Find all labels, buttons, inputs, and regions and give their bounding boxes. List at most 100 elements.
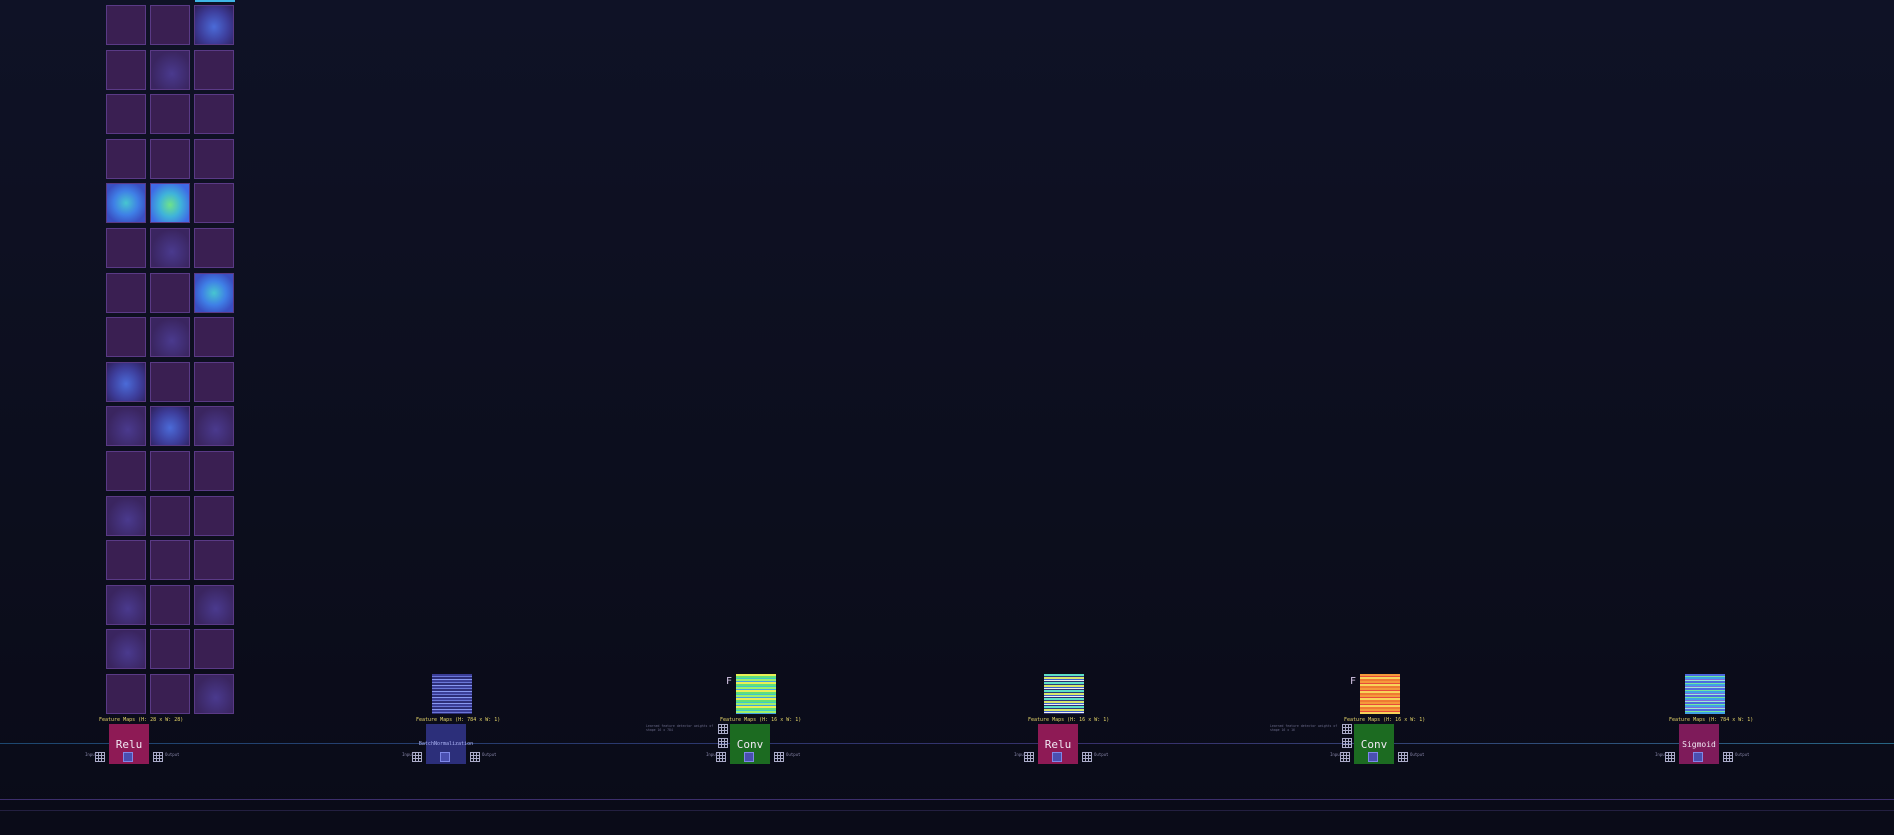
filter-badge[interactable]: F (726, 676, 733, 687)
feature-map-cell[interactable] (194, 361, 234, 402)
feature-map-cell[interactable] (106, 272, 146, 313)
feature-map-cell[interactable] (106, 228, 146, 268)
layer-output-icon[interactable] (1368, 752, 1378, 762)
input-label: Input (1655, 752, 1668, 757)
feature-map-cell[interactable] (150, 272, 190, 313)
feature-map-cell[interactable] (106, 183, 146, 224)
feature-map-cell[interactable] (106, 406, 146, 447)
feature-map-cell[interactable] (150, 495, 190, 536)
feature-map-cell[interactable] (150, 183, 190, 224)
operation-relu-box[interactable]: Relu (109, 724, 149, 764)
feature-map-cell[interactable] (106, 361, 146, 402)
feature-map-cell[interactable] (150, 629, 190, 670)
input-label: Input (1330, 752, 1343, 757)
feature-map-cell[interactable] (106, 451, 146, 491)
input-label: Input (85, 752, 98, 757)
output-label: Output (786, 752, 801, 757)
layer-output-icon[interactable] (1052, 752, 1062, 762)
feature-map-caption: Feature Maps (H: 16 x W: 1) (1344, 717, 1426, 723)
layer-output-icon[interactable] (744, 752, 754, 762)
feature-map-cell[interactable] (106, 49, 146, 90)
feature-map-thumbnail[interactable] (432, 674, 472, 714)
feature-map-cell[interactable] (150, 361, 190, 402)
operation-relu-box[interactable]: Relu (1038, 724, 1078, 764)
layer-node-batchnorm[interactable]: Feature Maps (H: 784 x W: 1) BatchNormali… (402, 672, 502, 764)
feature-map-thumbnail[interactable] (736, 674, 776, 714)
output-label: Output (1735, 752, 1750, 757)
layer-output-icon[interactable] (123, 752, 133, 762)
feature-map-cell[interactable] (150, 49, 190, 90)
weights-grid-icon[interactable] (1342, 724, 1352, 734)
layer-node-conv-2[interactable]: F Learned feature detector weights of sha… (1270, 672, 1430, 764)
input-grid-icon[interactable] (1340, 752, 1350, 762)
feature-map-cell[interactable] (150, 228, 190, 268)
feature-map-cell[interactable] (106, 629, 146, 670)
feature-map-cell[interactable] (194, 629, 234, 670)
input-label: Input (402, 752, 415, 757)
feature-map-cell[interactable] (106, 674, 146, 714)
feature-map-cell[interactable] (150, 138, 190, 179)
input-grid-icon[interactable] (716, 752, 726, 762)
input-grid-icon[interactable] (95, 752, 105, 762)
bias-grid-icon[interactable] (718, 738, 728, 748)
feature-map-cell[interactable] (150, 674, 190, 714)
feature-map-cell[interactable] (194, 272, 234, 313)
output-grid-icon[interactable] (1398, 752, 1408, 762)
feature-map-caption: Feature Maps (H: 28 x W: 28) (99, 717, 184, 723)
weights-grid-icon[interactable] (718, 724, 728, 734)
feature-map-cell[interactable] (150, 451, 190, 491)
feature-map-cell[interactable] (106, 540, 146, 581)
feature-map-cell[interactable] (106, 317, 146, 358)
output-label: Output (482, 752, 497, 757)
feature-map-cell[interactable] (194, 495, 234, 536)
feature-map-cell[interactable] (194, 540, 234, 581)
input-grid-icon[interactable] (412, 752, 422, 762)
output-grid-icon[interactable] (774, 752, 784, 762)
grid-top-accent (195, 0, 235, 2)
feature-map-cell[interactable] (194, 451, 234, 491)
layer-node-relu-1[interactable]: Feature Maps (H: 28 x W: 28) Relu Input Out… (85, 672, 185, 764)
output-grid-icon[interactable] (1082, 752, 1092, 762)
output-grid-icon[interactable] (153, 752, 163, 762)
feature-map-cell[interactable] (150, 5, 190, 45)
feature-map-cell[interactable] (150, 317, 190, 358)
input-grid-icon[interactable] (1024, 752, 1034, 762)
feature-map-cell[interactable] (106, 584, 146, 625)
feature-map-cell[interactable] (194, 317, 234, 358)
input-grid-icon[interactable] (1665, 752, 1675, 762)
feature-map-cell[interactable] (194, 228, 234, 268)
layer-node-relu-2[interactable]: Feature Maps (H: 16 x W: 1) Relu Input Outp… (1014, 672, 1114, 764)
output-grid-icon[interactable] (470, 752, 480, 762)
feature-map-cell[interactable] (194, 94, 234, 135)
feature-map-cell[interactable] (106, 495, 146, 536)
layer-output-icon[interactable] (440, 752, 450, 762)
layer-node-conv-1[interactable]: F Learned feature detector weights of sha… (646, 672, 806, 764)
feature-map-cell[interactable] (194, 5, 234, 45)
feature-map-cell[interactable] (194, 674, 234, 714)
feature-map-cell[interactable] (194, 49, 234, 90)
input-label: Input (706, 752, 719, 757)
feature-map-cell[interactable] (150, 94, 190, 135)
feature-map-cell[interactable] (150, 406, 190, 447)
feature-map-cell[interactable] (150, 540, 190, 581)
bias-grid-icon[interactable] (1342, 738, 1352, 748)
feature-map-cell[interactable] (194, 183, 234, 224)
filter-badge[interactable]: F (1350, 676, 1357, 687)
feature-map-cell[interactable] (194, 138, 234, 179)
output-label: Output (1410, 752, 1425, 757)
feature-map-cell[interactable] (194, 406, 234, 447)
feature-map-cell[interactable] (194, 584, 234, 625)
output-grid-icon[interactable] (1723, 752, 1733, 762)
layer-output-icon[interactable] (1693, 752, 1703, 762)
layer-node-sigmoid[interactable]: Feature Maps (H: 784 x W: 1) Sigmoid Input… (1655, 672, 1755, 764)
feature-map-caption: Feature Maps (H: 784 x W: 1) (1669, 717, 1754, 723)
feature-map-cell[interactable] (106, 5, 146, 45)
feature-map-thumbnail[interactable] (1044, 674, 1084, 714)
feature-map-cell[interactable] (150, 584, 190, 625)
feature-map-thumbnail[interactable] (1360, 674, 1400, 714)
feature-map-grid[interactable] (106, 0, 236, 716)
feature-map-thumbnail[interactable] (1685, 674, 1725, 714)
feature-map-cell[interactable] (106, 138, 146, 179)
feature-map-cell[interactable] (106, 94, 146, 135)
